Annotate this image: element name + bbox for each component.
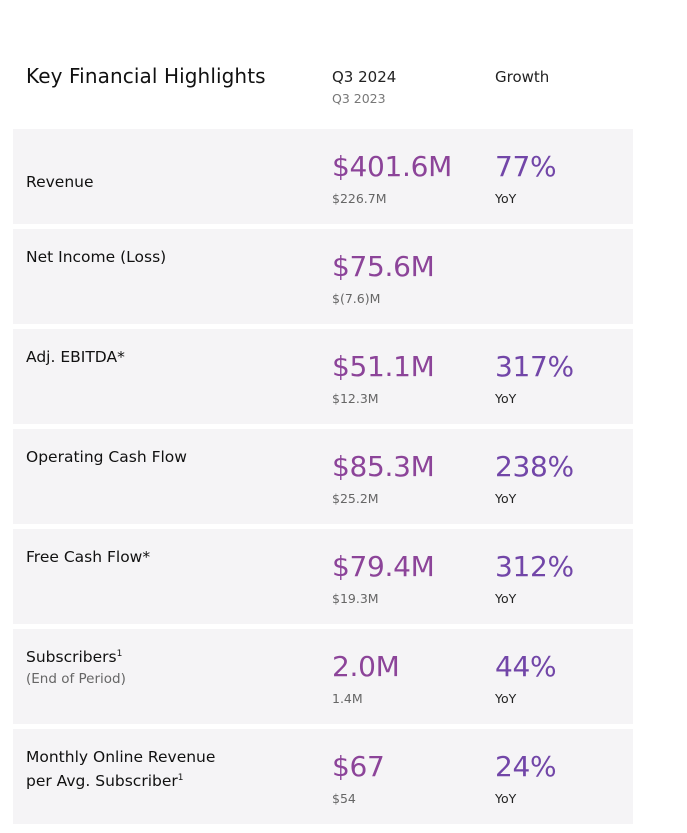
growth-value: 238% bbox=[495, 450, 574, 483]
prior-value: $54 bbox=[332, 791, 356, 806]
metric-name: Free Cash Flow* bbox=[26, 548, 151, 566]
growth-header: Growth bbox=[495, 68, 550, 86]
prior-value: $(7.6)M bbox=[332, 291, 381, 306]
table-row-free-cash-flow: Free Cash Flow* $79.4M $19.3M 312% YoY bbox=[13, 529, 633, 624]
metric-name: Net Income (Loss) bbox=[26, 248, 167, 266]
growth-unit: YoY bbox=[495, 391, 517, 406]
current-period-header: Q3 2024 bbox=[332, 68, 397, 86]
table-row-revenue: Revenue $401.6M $226.7M 77% YoY bbox=[13, 129, 633, 224]
current-value: $79.4M bbox=[332, 550, 435, 583]
growth-unit: YoY bbox=[495, 791, 517, 806]
growth-value: 44% bbox=[495, 650, 557, 683]
footnote-marker: 1 bbox=[177, 773, 184, 783]
table-row-operating-cash-flow: Operating Cash Flow $85.3M $25.2M 238% Y… bbox=[13, 429, 633, 524]
metric-label: Operating Cash Flow bbox=[26, 445, 296, 469]
metric-name: Adj. EBITDA* bbox=[26, 348, 125, 366]
page-title: Key Financial Highlights bbox=[26, 64, 266, 88]
current-value: $75.6M bbox=[332, 250, 435, 283]
current-value: $67 bbox=[332, 750, 385, 783]
footnote-marker: 1 bbox=[116, 649, 123, 659]
growth-unit: YoY bbox=[495, 191, 517, 206]
table-row-subscribers: Subscribers1 (End of Period) 2.0M 1.4M 44… bbox=[13, 629, 633, 724]
table-header: Key Financial Highlights Q3 2024 Q3 2023… bbox=[13, 60, 633, 120]
metric-label: Adj. EBITDA* bbox=[26, 345, 296, 369]
metric-label: Net Income (Loss) bbox=[26, 245, 296, 269]
prior-value: $25.2M bbox=[332, 491, 379, 506]
growth-value: 77% bbox=[495, 150, 557, 183]
prior-period-header: Q3 2023 bbox=[332, 91, 386, 106]
growth-value: 24% bbox=[495, 750, 557, 783]
metric-name-line2: per Avg. Subscriber bbox=[26, 772, 178, 790]
metric-sublabel: (End of Period) bbox=[26, 671, 126, 687]
metric-name: Monthly Online Revenue bbox=[26, 748, 216, 766]
metric-name: Operating Cash Flow bbox=[26, 448, 187, 466]
table-row-net-income: Net Income (Loss) $75.6M $(7.6)M bbox=[13, 229, 633, 324]
current-value: $51.1M bbox=[332, 350, 435, 383]
metric-name: Revenue bbox=[26, 173, 94, 191]
metric-name: Subscribers bbox=[26, 648, 117, 666]
metric-label: Monthly Online Revenue per Avg. Subscribe… bbox=[26, 745, 296, 793]
highlights-table: Revenue $401.6M $226.7M 77% YoY Net Inco… bbox=[13, 129, 633, 829]
growth-unit: YoY bbox=[495, 591, 517, 606]
growth-unit: YoY bbox=[495, 691, 517, 706]
metric-label: Revenue bbox=[26, 170, 296, 194]
prior-value: $226.7M bbox=[332, 191, 387, 206]
growth-value: 312% bbox=[495, 550, 574, 583]
prior-value: 1.4M bbox=[332, 691, 363, 706]
growth-value: 317% bbox=[495, 350, 574, 383]
current-value: $85.3M bbox=[332, 450, 435, 483]
metric-label: Free Cash Flow* bbox=[26, 545, 296, 569]
growth-unit: YoY bbox=[495, 491, 517, 506]
prior-value: $12.3M bbox=[332, 391, 379, 406]
table-row-adj-ebitda: Adj. EBITDA* $51.1M $12.3M 317% YoY bbox=[13, 329, 633, 424]
table-row-monthly-online-revenue: Monthly Online Revenue per Avg. Subscribe… bbox=[13, 729, 633, 824]
prior-value: $19.3M bbox=[332, 591, 379, 606]
current-value: 2.0M bbox=[332, 650, 400, 683]
metric-label: Subscribers1 (End of Period) bbox=[26, 645, 296, 689]
current-value: $401.6M bbox=[332, 150, 453, 183]
